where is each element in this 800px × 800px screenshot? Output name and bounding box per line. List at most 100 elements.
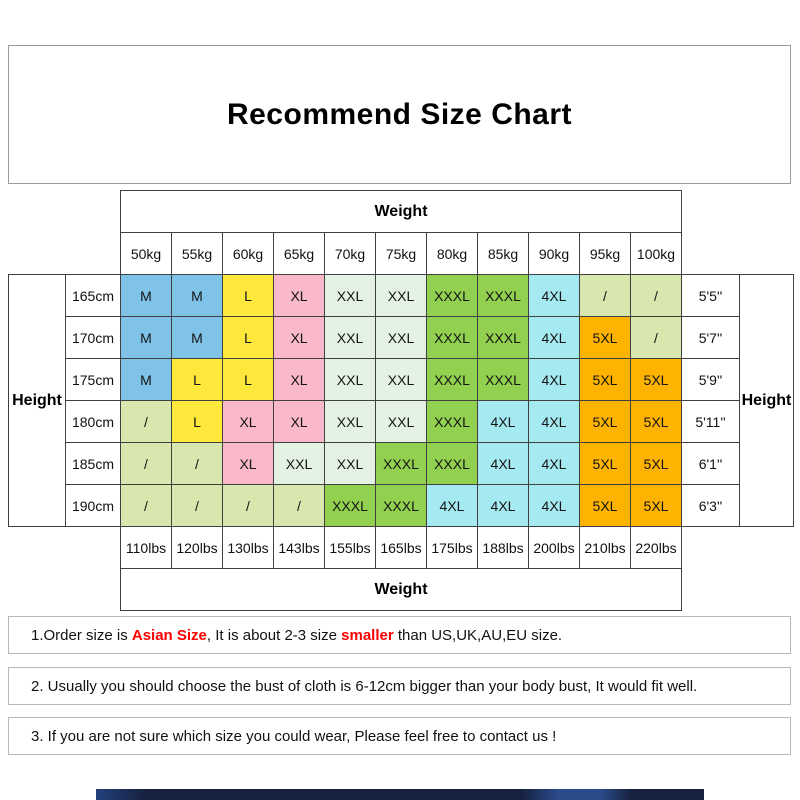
height-ft-cell: 6'1'' — [681, 442, 740, 485]
size-cell: 4XL — [528, 400, 580, 443]
height-ft-cell: 5'9'' — [681, 358, 740, 401]
size-cell: L — [222, 316, 274, 359]
size-cell: / — [222, 484, 274, 527]
note-1-asian-size: Asian Size — [131, 626, 207, 644]
weight-kg-cell: 95kg — [579, 232, 631, 275]
size-cell: / — [630, 316, 682, 359]
blank-cell — [681, 526, 794, 569]
blank-cell — [681, 232, 794, 275]
weight-kg-cell: 55kg — [171, 232, 223, 275]
size-cell: / — [171, 484, 223, 527]
weight-lbs-cell: 220lbs — [630, 526, 682, 569]
size-cell: 4XL — [528, 316, 580, 359]
size-cell: 5XL — [579, 484, 631, 527]
size-cell: 5XL — [630, 400, 682, 443]
size-cell: / — [120, 400, 172, 443]
note-1-part-1: 1.Order size is — [31, 626, 132, 644]
weight-kg-cell: 80kg — [426, 232, 478, 275]
note-2-text: 2. Usually you should choose the bust of… — [31, 677, 698, 695]
note-1-text: 1.Order size is Asian Size, It is about … — [31, 627, 562, 644]
note-3-text: 3. If you are not sure which size you co… — [31, 727, 557, 745]
size-cell: XXL — [324, 358, 376, 401]
height-cm-cell: 185cm — [65, 442, 121, 485]
size-cell: 4XL — [528, 484, 580, 527]
height-cm-cell: 190cm — [65, 484, 121, 527]
blank-cell — [8, 232, 121, 275]
size-chart-table: Weight 50kg 55kg 60kg 65kg 70kg 75kg 80kg 85kg 90… — [8, 190, 794, 611]
weight-kg-cell: 85kg — [477, 232, 529, 275]
size-cell: XL — [222, 442, 274, 485]
size-cell: XXXL — [477, 316, 529, 359]
size-cell: XXL — [324, 316, 376, 359]
size-cell: XXXL — [477, 358, 529, 401]
size-cell: XL — [222, 400, 274, 443]
size-cell: L — [171, 400, 223, 443]
size-cell: 4XL — [426, 484, 478, 527]
size-cell: 5XL — [630, 484, 682, 527]
height-cm-cell: 175cm — [65, 358, 121, 401]
blank-cell — [681, 190, 794, 233]
weight-kg-cell: 60kg — [222, 232, 274, 275]
page-title: Recommend Size Chart — [226, 97, 573, 131]
weight-lbs-cell: 143lbs — [273, 526, 325, 569]
weight-lbs-cell: 165lbs — [375, 526, 427, 569]
size-cell: 4XL — [477, 484, 529, 527]
size-cell: XXL — [375, 274, 427, 317]
note-order-size: 1.Order size is Asian Size, It is about … — [8, 616, 791, 654]
weight-kg-cell: 75kg — [375, 232, 427, 275]
height-ft-cell: 5'5'' — [681, 274, 740, 317]
weight-top-header: Weight — [120, 190, 682, 233]
size-cell: 4XL — [528, 274, 580, 317]
weight-bottom-header: Weight — [120, 568, 682, 611]
size-cell: XL — [273, 316, 325, 359]
size-cell: 5XL — [630, 358, 682, 401]
size-cell: 4XL — [477, 400, 529, 443]
size-cell: 5XL — [579, 442, 631, 485]
size-cell: XL — [273, 274, 325, 317]
size-cell: M — [120, 274, 172, 317]
blank-cell — [8, 526, 121, 569]
size-cell: XXXL — [426, 358, 478, 401]
size-cell: L — [171, 358, 223, 401]
blank-cell — [681, 568, 794, 611]
size-cell: 5XL — [579, 358, 631, 401]
size-cell: XXXL — [426, 400, 478, 443]
size-cell: XXL — [375, 358, 427, 401]
height-ft-cell: 5'7'' — [681, 316, 740, 359]
size-cell: XL — [273, 358, 325, 401]
size-cell: L — [222, 358, 274, 401]
height-cm-cell: 180cm — [65, 400, 121, 443]
size-cell: XL — [273, 400, 325, 443]
note-1-part-2: , It is about 2-3 size — [206, 626, 342, 644]
size-cell: XXXL — [477, 274, 529, 317]
height-left-header: Height — [8, 274, 66, 527]
size-cell: XXXL — [426, 316, 478, 359]
note-contact-us: 3. If you are not sure which size you co… — [8, 717, 791, 755]
size-cell: / — [579, 274, 631, 317]
size-cell: 4XL — [477, 442, 529, 485]
weight-kg-cell: 50kg — [120, 232, 172, 275]
size-cell: XXL — [324, 442, 376, 485]
size-cell: M — [171, 316, 223, 359]
size-cell: 4XL — [528, 358, 580, 401]
size-cell: XXL — [375, 316, 427, 359]
title-box: Recommend Size Chart — [8, 45, 791, 184]
size-cell: / — [273, 484, 325, 527]
size-cell: 5XL — [579, 400, 631, 443]
size-cell: XXL — [324, 400, 376, 443]
size-cell: M — [120, 316, 172, 359]
weight-kg-cell: 65kg — [273, 232, 325, 275]
size-cell: M — [120, 358, 172, 401]
height-ft-cell: 6'3'' — [681, 484, 740, 527]
size-cell: XXXL — [375, 442, 427, 485]
size-cell: XXXL — [324, 484, 376, 527]
size-cell: XXXL — [375, 484, 427, 527]
weight-lbs-cell: 175lbs — [426, 526, 478, 569]
bottom-image-strip — [96, 789, 704, 800]
weight-kg-cell: 70kg — [324, 232, 376, 275]
weight-lbs-cell: 130lbs — [222, 526, 274, 569]
size-cell: / — [120, 484, 172, 527]
weight-lbs-cell: 120lbs — [171, 526, 223, 569]
weight-kg-cell: 100kg — [630, 232, 682, 275]
weight-kg-cell: 90kg — [528, 232, 580, 275]
